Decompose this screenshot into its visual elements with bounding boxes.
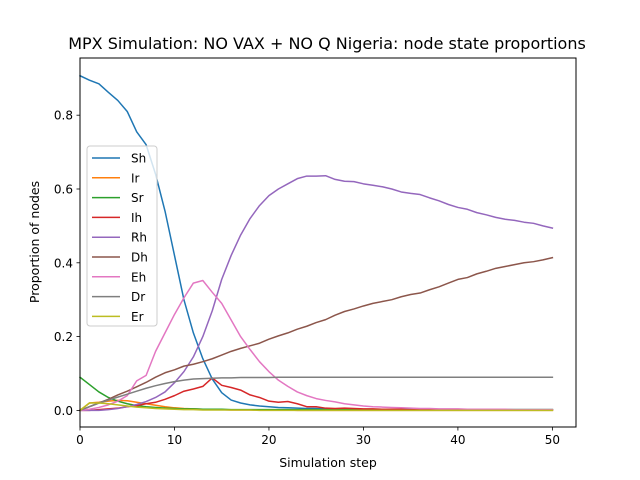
plot-frame xyxy=(79,57,577,428)
legend: Sh Ir Sr Ih Rh Dh Eh Dr Er xyxy=(86,145,158,327)
legend-label-er: Er xyxy=(131,310,144,324)
x-tick-label: 30 xyxy=(356,433,371,447)
x-axis: 0 10 20 30 40 50 xyxy=(76,427,560,447)
x-axis-label: Simulation step xyxy=(279,455,377,470)
x-tick-label: 20 xyxy=(261,433,276,447)
x-tick-label: 40 xyxy=(450,433,465,447)
x-tick-label: 10 xyxy=(167,433,182,447)
y-tick-label: 0.6 xyxy=(54,182,73,196)
y-tick-label: 0.4 xyxy=(54,256,73,270)
legend-label-sh: Sh xyxy=(131,152,146,166)
legend-label-rh: Rh xyxy=(131,231,147,245)
legend-box xyxy=(86,145,158,327)
legend-label-dr: Dr xyxy=(131,290,145,304)
y-axis-label: Proportion of nodes xyxy=(27,181,42,303)
legend-label-dh: Dh xyxy=(131,251,148,265)
series-line-eh xyxy=(79,279,554,412)
legend-label-sr: Sr xyxy=(131,191,144,205)
legend-label-ir: Ir xyxy=(131,171,140,185)
chart-title: MPX Simulation: NO VAX + NO Q Nigeria: n… xyxy=(68,34,586,53)
y-axis: 0.0 0.2 0.4 0.6 0.8 xyxy=(54,109,80,418)
x-tick-label: 50 xyxy=(545,433,560,447)
y-tick-label: 0.2 xyxy=(54,330,73,344)
plot-lines xyxy=(78,74,554,412)
x-tick-label: 0 xyxy=(76,433,84,447)
series-line-er xyxy=(78,402,554,412)
y-tick-label: 0.0 xyxy=(54,404,73,418)
y-tick-label: 0.8 xyxy=(54,109,73,123)
series-line-rh xyxy=(79,174,554,412)
series-line-dh xyxy=(79,256,554,412)
legend-label-eh: Eh xyxy=(131,270,146,284)
legend-label-ih: Ih xyxy=(131,211,142,225)
series-line-dr xyxy=(79,376,554,412)
